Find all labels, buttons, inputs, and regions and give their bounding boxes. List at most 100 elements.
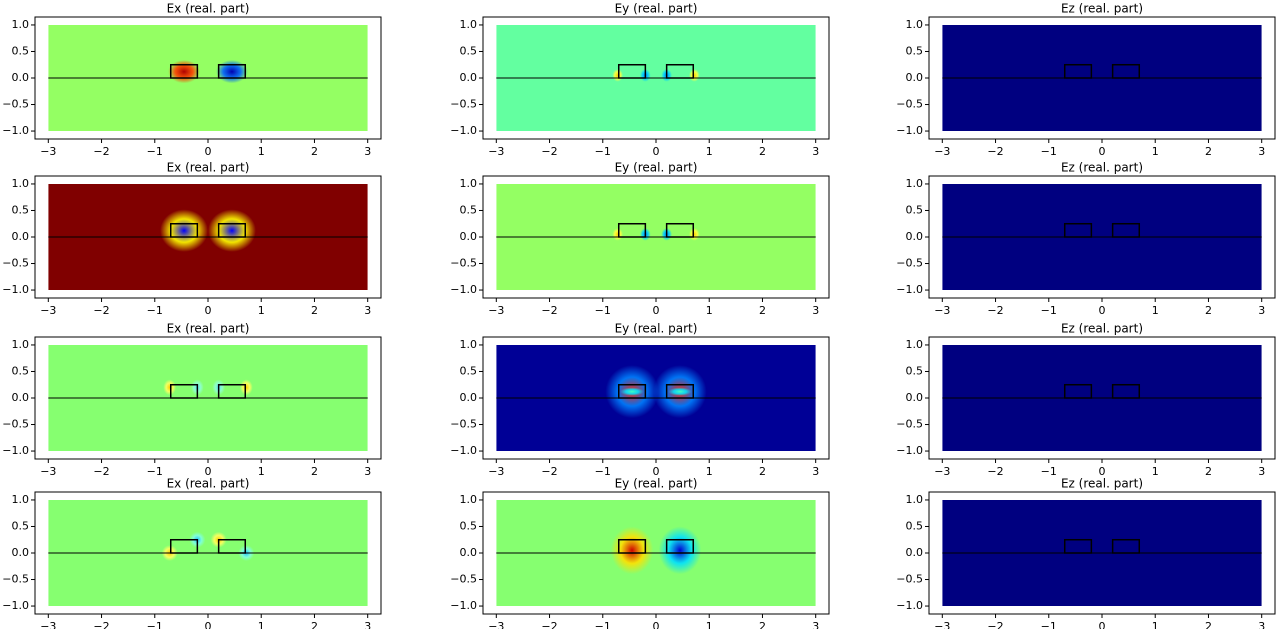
x-tick-label: −2 [987,304,1003,317]
x-tick-label: 3 [364,304,371,317]
waveguide-outline [1111,63,1141,79]
x-tick-label: 0 [653,145,660,158]
subplot: −3 −2 −1 0 1 2 3 1.0 0.5 0.0 −0.5 −1.0 Ex (real. par… [2,2,382,158]
x-tick-label: 0 [1099,620,1106,629]
x-tick-label: 2 [1205,465,1212,478]
y-tick-label: −1.0 [896,283,923,296]
field-spot [208,209,256,252]
waveguide-outline [1111,222,1141,238]
x-tick-label: 1 [258,465,265,478]
x-tick-label: −1 [595,304,611,317]
subplot: −3 −2 −1 0 1 2 3 1.0 0.5 0.0 −0.5 −1.0 Ey (real. par… [450,322,830,478]
y-tick-label: −1.0 [2,124,29,137]
waveguide-outline [217,538,247,554]
waveguide-outline [1063,222,1093,238]
waveguide-outline [617,383,647,399]
y-tick-label: 0.0 [460,546,478,559]
x-tick-label: 0 [205,145,212,158]
x-tick-label: 0 [653,304,660,317]
field-spot [163,379,177,396]
x-tick-label: −3 [40,145,56,158]
x-tick-label: 2 [759,304,766,317]
x-tick-label: 2 [1205,620,1212,629]
y-tick-label: 0.5 [460,44,478,57]
x-tick-label: −2 [987,145,1003,158]
subplot: −3 −2 −1 0 1 2 3 1.0 0.5 0.0 −0.5 −1.0 Ez (real. par… [896,2,1276,158]
x-tick-label: 2 [311,304,318,317]
y-tick-label: 1.0 [906,338,924,351]
subplot-title: Ey (real. part) [615,161,698,175]
y-tick-label: 0.5 [906,44,924,57]
y-tick-label: 0.0 [12,230,30,243]
y-tick-label: 0.0 [460,71,478,84]
y-tick-label: 0.5 [12,364,30,377]
waveguide-outline [617,63,647,79]
subplot: −3 −2 −1 0 1 2 3 1.0 0.5 0.0 −0.5 −1.0 Ey (real. par… [450,161,830,317]
field-spot [239,379,253,396]
x-tick-label: −3 [934,145,950,158]
x-tick-label: −1 [595,620,611,629]
x-tick-label: 2 [1205,145,1212,158]
subplot: −3 −2 −1 0 1 2 3 1.0 0.5 0.0 −0.5 −1.0 Ez (real. par… [896,161,1276,317]
waveguide-outline [1063,383,1093,399]
y-tick-label: 0.5 [906,364,924,377]
waveguide-outline [665,63,695,79]
x-tick-label: −1 [1041,145,1057,158]
x-tick-label: −3 [40,620,56,629]
subplot-title: Ex (real. part) [167,322,250,336]
y-tick-label: −1.0 [2,283,29,296]
waveguide-outline [1063,63,1093,79]
y-tick-label: −0.5 [450,98,477,111]
y-tick-label: 1.0 [12,177,30,190]
y-tick-label: −0.5 [450,573,477,586]
y-tick-label: 1.0 [460,493,478,506]
y-tick-label: −0.5 [2,418,29,431]
x-tick-label: −1 [595,465,611,478]
y-tick-label: −1.0 [450,283,477,296]
x-tick-label: 0 [1099,304,1106,317]
x-tick-label: −1 [1041,620,1057,629]
subplot-title: Ez (real. part) [1061,2,1143,16]
y-tick-label: 0.0 [12,391,30,404]
y-tick-label: −1.0 [450,599,477,612]
y-tick-label: −1.0 [896,599,923,612]
y-tick-label: 0.0 [906,391,924,404]
subplot-title: Ey (real. part) [615,2,698,16]
waveguide-outline [169,222,199,238]
y-tick-label: 0.0 [12,546,30,559]
x-tick-label: −3 [488,304,504,317]
waveguide-outline [665,538,695,554]
waveguide-outline [169,63,199,79]
y-tick-label: 0.0 [460,391,478,404]
x-tick-label: 0 [653,465,660,478]
x-tick-label: 2 [311,465,318,478]
x-tick-label: 3 [1258,304,1265,317]
field-spot [689,227,700,241]
y-tick-label: 0.5 [460,203,478,216]
subplot: −3 −2 −1 0 1 2 3 1.0 0.5 0.0 −0.5 −1.0 Ex (real. par… [2,477,382,629]
x-tick-label: 2 [1205,304,1212,317]
waveguide-outline [217,383,247,399]
y-tick-label: 0.5 [460,519,478,532]
x-tick-label: 0 [205,465,212,478]
x-tick-label: 3 [812,145,819,158]
x-tick-label: 3 [812,620,819,629]
waveguide-outline [617,222,647,238]
y-tick-label: 1.0 [906,177,924,190]
waveguide-outline [169,383,199,399]
waveguide-outline [665,383,695,399]
waveguide-outline [169,538,199,554]
waveguide-outline [217,222,247,238]
y-tick-label: 0.5 [460,364,478,377]
x-tick-label: 2 [759,620,766,629]
x-tick-label: 2 [311,620,318,629]
subplot: −3 −2 −1 0 1 2 3 1.0 0.5 0.0 −0.5 −1.0 Ey (real. par… [450,2,830,158]
y-tick-label: −1.0 [896,444,923,457]
x-tick-label: 2 [311,145,318,158]
y-tick-label: 0.5 [12,44,30,57]
y-tick-label: 0.0 [906,230,924,243]
x-tick-label: 3 [812,304,819,317]
x-tick-label: 1 [706,304,713,317]
x-tick-label: 2 [759,465,766,478]
